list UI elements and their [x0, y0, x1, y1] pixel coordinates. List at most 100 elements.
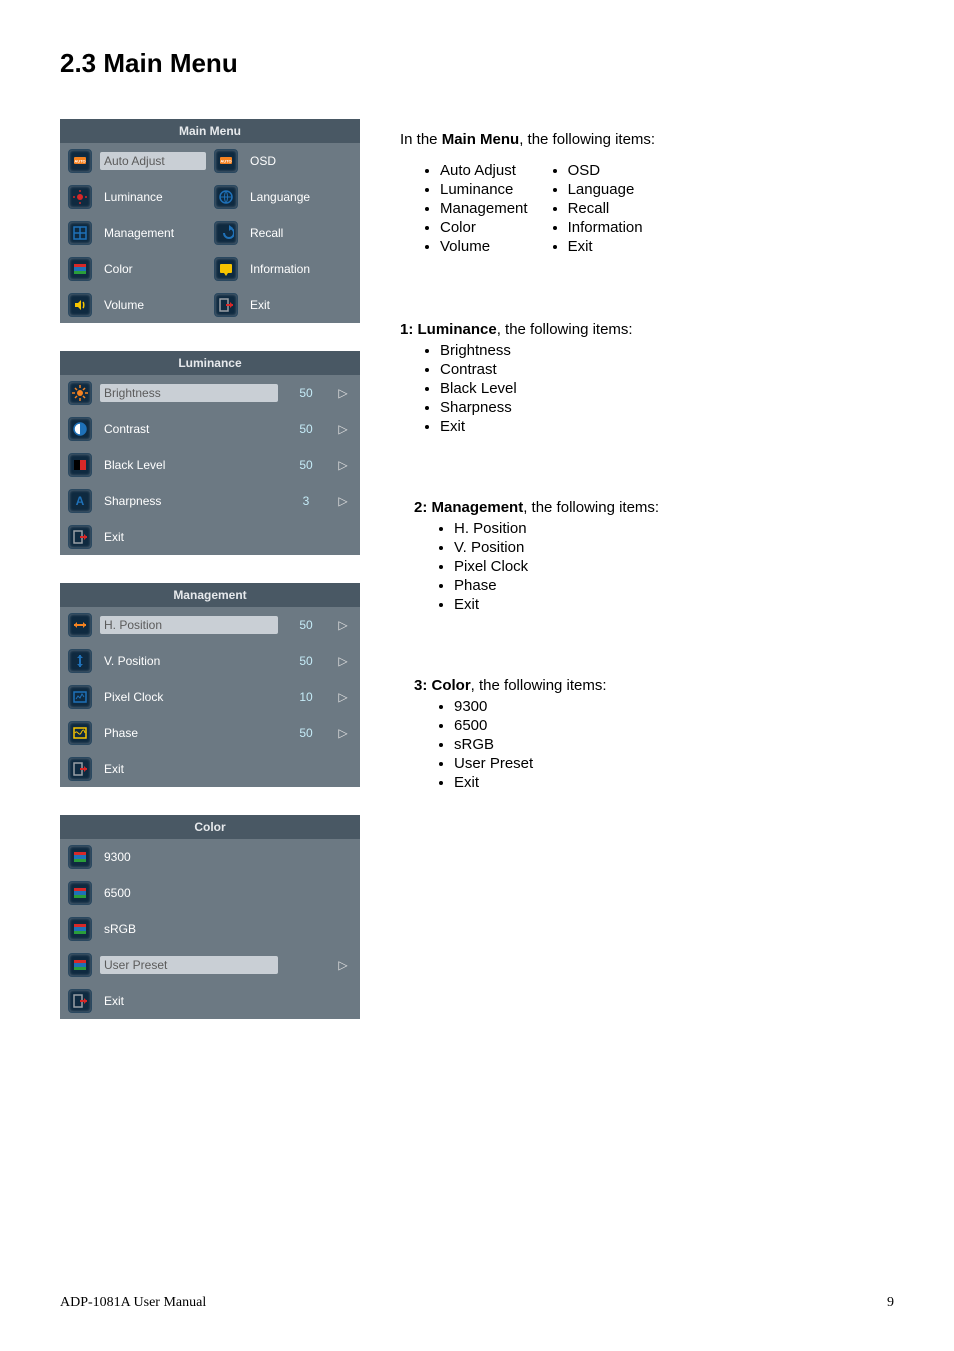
- sec1-block: 1: Luminance, the following items: Brigh…: [400, 321, 894, 435]
- chevron-right-icon: ▷: [334, 654, 352, 668]
- intro-block: In the Main Menu, the following items: A…: [400, 131, 894, 257]
- color-icon: [68, 257, 92, 281]
- luminance-row[interactable]: Black Level 50 ▷: [60, 447, 360, 483]
- color-icon: [68, 845, 92, 869]
- list-item: V. Position: [454, 539, 894, 556]
- color-row[interactable]: 6500: [60, 875, 360, 911]
- sec2-block: 2: Management, the following items: H. P…: [400, 499, 894, 613]
- menu-label: sRGB: [100, 920, 278, 938]
- menu-label: Black Level: [100, 456, 278, 474]
- sec2-title: 2: Management, the following items:: [414, 499, 894, 516]
- management-row[interactable]: Pixel Clock10▷: [60, 679, 360, 715]
- luminance-row[interactable]: Brightness50▷: [60, 375, 360, 411]
- intro-post: , the following items:: [519, 131, 655, 148]
- content-area: Main Menu AUTOAuto AdjustAUTOOSDLuminanc…: [60, 119, 894, 1019]
- mainmenu-item[interactable]: Recall: [214, 221, 352, 245]
- luminance-row[interactable]: Contrast 50 ▷: [60, 411, 360, 447]
- sec3-block: 3: Color, the following items: 93006500s…: [400, 677, 894, 791]
- menu-label: Recall: [246, 224, 352, 242]
- menu-label: Phase: [100, 724, 278, 742]
- footer-right: 9: [887, 1295, 894, 1311]
- menu-label: Luminance: [100, 188, 206, 206]
- color-row[interactable]: Exit: [60, 983, 360, 1019]
- management-row[interactable]: V. Position50▷: [60, 643, 360, 679]
- sec3-post: , the following items:: [471, 677, 607, 694]
- chevron-right-icon: ▷: [334, 458, 352, 472]
- management-row[interactable]: Phase50▷: [60, 715, 360, 751]
- phase-icon: [68, 721, 92, 745]
- menu-value: 50: [286, 654, 326, 668]
- sec3-title: 3: Color, the following items:: [414, 677, 894, 694]
- menu-value: 3: [286, 494, 326, 508]
- luminance-rows: Brightness50▷ Contrast 50 ▷ Black Level 50 ▷ A S…: [60, 375, 360, 555]
- intro-bold: Main Menu: [442, 131, 520, 148]
- menu-label: Languange: [246, 188, 352, 206]
- mainmenu-title: Main Menu: [60, 119, 360, 143]
- footer-left: ADP-1081A User Manual: [60, 1295, 206, 1311]
- list-item: sRGB: [454, 736, 894, 753]
- exit-icon: [68, 525, 92, 549]
- luminance-row[interactable]: Exit: [60, 519, 360, 555]
- luminance-panel: Luminance Brightness50▷Contrast50▷Black …: [60, 351, 360, 555]
- menu-value: 50: [286, 422, 326, 436]
- mainmenu-item[interactable]: Luminance: [68, 185, 206, 209]
- color-row[interactable]: User Preset ▷: [60, 947, 360, 983]
- chevron-right-icon: ▷: [334, 422, 352, 436]
- chevron-right-icon: ▷: [334, 726, 352, 740]
- sec1-post: , the following items:: [497, 321, 633, 338]
- intro-pre: In the: [400, 131, 442, 148]
- mainmenu-item[interactable]: Exit: [214, 293, 352, 317]
- list-item: Volume: [440, 238, 528, 255]
- list-item: Recall: [568, 200, 643, 217]
- intro-col2: OSDLanguageRecallInformationExit: [548, 160, 643, 257]
- menu-label: Information: [246, 260, 352, 278]
- mainmenu-item[interactable]: Color: [68, 257, 206, 281]
- list-item: Exit: [440, 418, 894, 435]
- management-panel: Management H. Position50▷V. Position50▷P…: [60, 583, 360, 787]
- list-item: Exit: [568, 238, 643, 255]
- color-icon: [68, 953, 92, 977]
- mainmenu-item[interactable]: Languange: [214, 185, 352, 209]
- management-row[interactable]: Exit: [60, 751, 360, 787]
- auto-icon: AUTO: [68, 149, 92, 173]
- mainmenu-item[interactable]: AUTOAuto Adjust: [68, 149, 206, 173]
- mainmenu-item[interactable]: AUTOOSD: [214, 149, 352, 173]
- color-icon: [68, 881, 92, 905]
- color-row[interactable]: sRGB: [60, 911, 360, 947]
- list-item: Management: [440, 200, 528, 217]
- intro-col1: Auto AdjustLuminanceManagementColorVolum…: [420, 160, 528, 257]
- menu-label: Contrast: [100, 420, 278, 438]
- menu-label: User Preset: [100, 956, 278, 974]
- sec3-bold: 3: Color: [414, 677, 471, 694]
- svg-text:A: A: [76, 494, 85, 508]
- list-item: Exit: [454, 596, 894, 613]
- menu-label: Color: [100, 260, 206, 278]
- chevron-right-icon: ▷: [334, 690, 352, 704]
- chevron-right-icon: ▷: [334, 958, 352, 972]
- menu-label: OSD: [246, 152, 352, 170]
- pclk-icon: [68, 685, 92, 709]
- volume-icon: [68, 293, 92, 317]
- list-item: Language: [568, 181, 643, 198]
- mainmenu-item[interactable]: Information: [214, 257, 352, 281]
- exit-icon: [214, 293, 238, 317]
- vpos-icon: [68, 649, 92, 673]
- list-item: H. Position: [454, 520, 894, 537]
- mainmenu-item[interactable]: Volume: [68, 293, 206, 317]
- management-icon: [68, 221, 92, 245]
- menu-label: Volume: [100, 296, 206, 314]
- menu-value: 50: [286, 458, 326, 472]
- management-row[interactable]: H. Position50▷: [60, 607, 360, 643]
- sec2-bold: 2: Management: [414, 499, 523, 516]
- svg-text:AUTO: AUTO: [74, 159, 85, 164]
- menu-label: H. Position: [100, 616, 278, 634]
- mainmenu-row: Luminance Languange: [60, 179, 360, 215]
- luminance-icon: [68, 185, 92, 209]
- info-icon: [214, 257, 238, 281]
- mainmenu-item[interactable]: Management: [68, 221, 206, 245]
- luminance-row[interactable]: ASharpness3▷: [60, 483, 360, 519]
- menu-label: Sharpness: [100, 492, 278, 510]
- list-item: 9300: [454, 698, 894, 715]
- management-rows: H. Position50▷V. Position50▷Pixel Clock1…: [60, 607, 360, 787]
- color-row[interactable]: 9300: [60, 839, 360, 875]
